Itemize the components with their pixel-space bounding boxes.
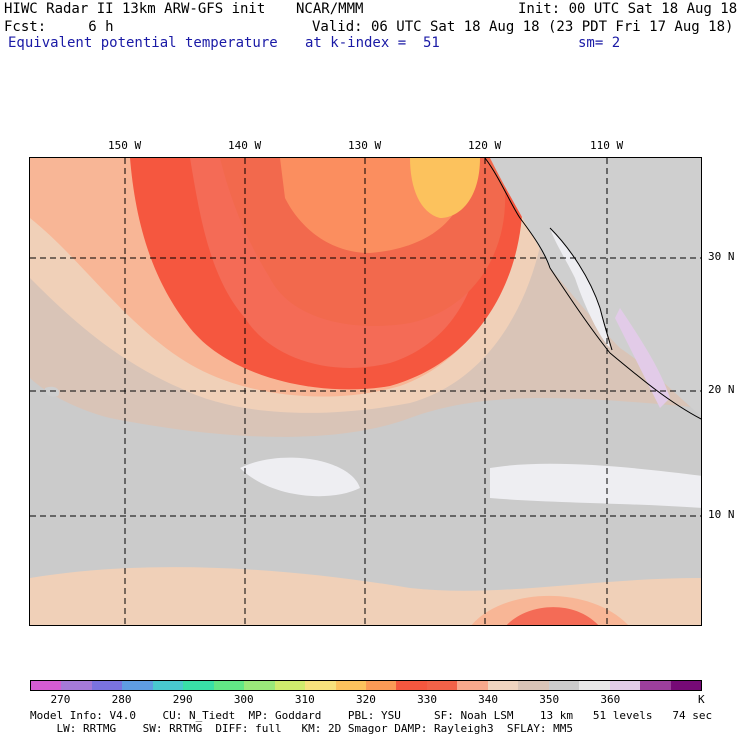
colorbar-tick-label: 340 [478, 693, 499, 706]
colorbar-swatch [457, 681, 488, 690]
lat-label-20n: 20 N [708, 383, 735, 396]
colorbar-swatch [122, 681, 153, 690]
cool-band-east [490, 463, 701, 508]
valid-time: Valid: 06 UTC Sat 18 Aug 18 (23 PDT Fri … [312, 19, 734, 35]
field-name: Equivalent potential temperature [8, 35, 278, 51]
baja-outline [549, 227, 613, 351]
lon-label-140w: 140 W [228, 139, 262, 152]
lon-label-150w: 150 W [108, 139, 142, 152]
colorbar-swatch [31, 681, 62, 690]
north-america-land [490, 158, 701, 417]
colorbar-tick-label: 360 [600, 693, 621, 706]
colorbar [30, 680, 702, 691]
south-core [507, 607, 598, 625]
lat-label-10n: 10 N [708, 508, 735, 521]
colorbar-tick-label: 320 [356, 693, 376, 706]
colorbar-swatch [152, 681, 184, 690]
northwest-warm [410, 158, 480, 218]
init-time: Init: 00 UTC Sat 18 Aug 18 [518, 1, 738, 17]
lon-label-130w: 130 W [348, 139, 382, 152]
lon-label-110w: 110 W [590, 139, 624, 152]
colorbar-tick-label: 280 [111, 693, 132, 706]
colorbar-swatch [244, 681, 275, 690]
colorbar-tick-label: 350 [539, 693, 560, 706]
level-info: at k-index = 51 [305, 35, 440, 51]
coastlines [484, 158, 701, 420]
colorbar-swatch [305, 681, 336, 690]
colorbar-swatch [274, 681, 306, 690]
lat-label-30n: 30 N [708, 250, 735, 263]
cool-swirl [240, 457, 360, 497]
colorbar-swatch [670, 681, 701, 690]
grid-lines [30, 158, 701, 625]
west-coast-outline [484, 158, 701, 420]
organization: NCAR/MMM [296, 1, 364, 17]
colorbar-unit: K [698, 693, 705, 706]
colorbar-swatch [396, 681, 427, 690]
lon-label-120w: 120 W [468, 139, 502, 152]
colorbar-swatch [426, 681, 458, 690]
colorbar-swatch [183, 681, 214, 690]
colorbar-swatch [213, 681, 245, 690]
colorbar-swatch [61, 681, 92, 690]
colorbar-swatch [609, 681, 641, 690]
model-info-line-1: Model Info: V4.0 CU: N_Tiedt MP: Goddard… [30, 709, 713, 722]
colorbar-tick-label: 330 [417, 693, 437, 706]
colorbar-tick-label: 270 [50, 693, 71, 706]
model-info-line-2: LW: RRTMG SW: RRTMG DIFF: full KM: 2D Sm… [30, 722, 574, 735]
mexico-plateau [615, 308, 670, 408]
hawaii-island [44, 386, 60, 397]
map-panel [29, 157, 702, 626]
colorbar-tick-label: 290 [172, 693, 193, 706]
colorbar-swatch [548, 681, 580, 690]
colorbar-swatch [91, 681, 123, 690]
colorbar-tick-label: 300 [233, 693, 254, 706]
theta-e-field-map [30, 158, 701, 625]
colorbar-swatch [335, 681, 366, 690]
smoothing-info: sm= 2 [578, 35, 621, 51]
colorbar-swatch [487, 681, 519, 690]
colorbar-tick-label: 310 [294, 693, 315, 706]
forecast-hour: Fcst: 6 h [4, 19, 114, 35]
colorbar-swatch [518, 681, 549, 690]
colorbar-swatch [640, 681, 671, 690]
colorbar-swatch [579, 681, 610, 690]
colorbar-swatch [365, 681, 397, 690]
model-title: HIWC Radar II 13km ARW-GFS init [4, 1, 266, 17]
